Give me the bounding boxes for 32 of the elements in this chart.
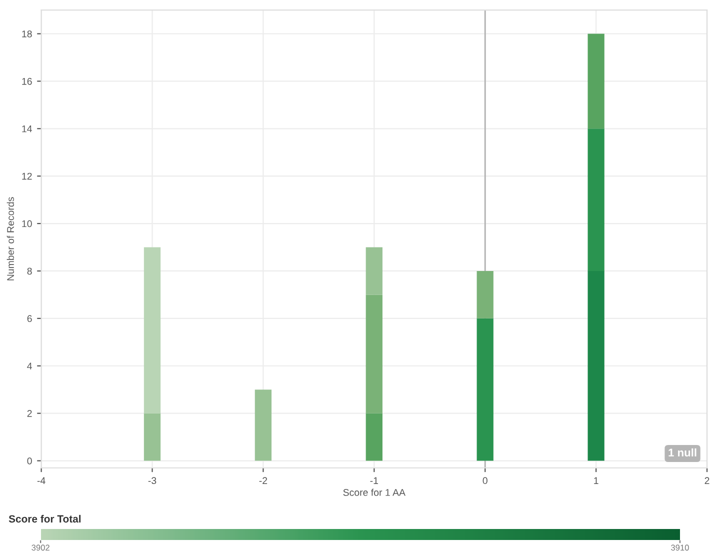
color-bar-title: Score for Total bbox=[8, 514, 81, 523]
bar bbox=[588, 128, 604, 271]
y-tick-label: 0 bbox=[27, 457, 32, 464]
x-tick-label: 1 bbox=[594, 477, 598, 484]
x-tick-label: -1 bbox=[370, 477, 378, 484]
bar bbox=[366, 294, 382, 414]
color-bar-label: 3902 bbox=[32, 544, 50, 551]
y-tick-label: 10 bbox=[22, 220, 32, 228]
x-axis-title: Score for 1 AA bbox=[343, 488, 406, 496]
y-tick-label: 2 bbox=[27, 410, 32, 417]
y-tick-label: 18 bbox=[22, 30, 32, 38]
x-tick-label: -4 bbox=[37, 477, 46, 484]
x-tick-label: -3 bbox=[148, 477, 156, 484]
bar bbox=[588, 270, 604, 461]
y-tick-label: 12 bbox=[22, 172, 32, 180]
y-tick-label: 4 bbox=[27, 362, 32, 370]
y-tick-label: 6 bbox=[27, 315, 32, 322]
y-tick-label: 14 bbox=[22, 125, 32, 132]
y-axis-title: Number of Records bbox=[6, 197, 14, 280]
y-tick-label: 16 bbox=[22, 78, 32, 85]
x-tick-label: -2 bbox=[259, 477, 268, 484]
annotation: 1 null bbox=[668, 448, 696, 457]
bar bbox=[476, 318, 494, 461]
bar bbox=[254, 390, 272, 461]
bar bbox=[476, 270, 494, 318]
x-tick-label: 0 bbox=[482, 477, 488, 484]
x-tick-label: 2 bbox=[704, 477, 710, 484]
bar bbox=[144, 413, 161, 461]
bar bbox=[588, 34, 604, 129]
bar bbox=[144, 247, 161, 414]
y-tick-label: 8 bbox=[27, 268, 32, 275]
color-bar-label: 3910 bbox=[671, 544, 689, 551]
